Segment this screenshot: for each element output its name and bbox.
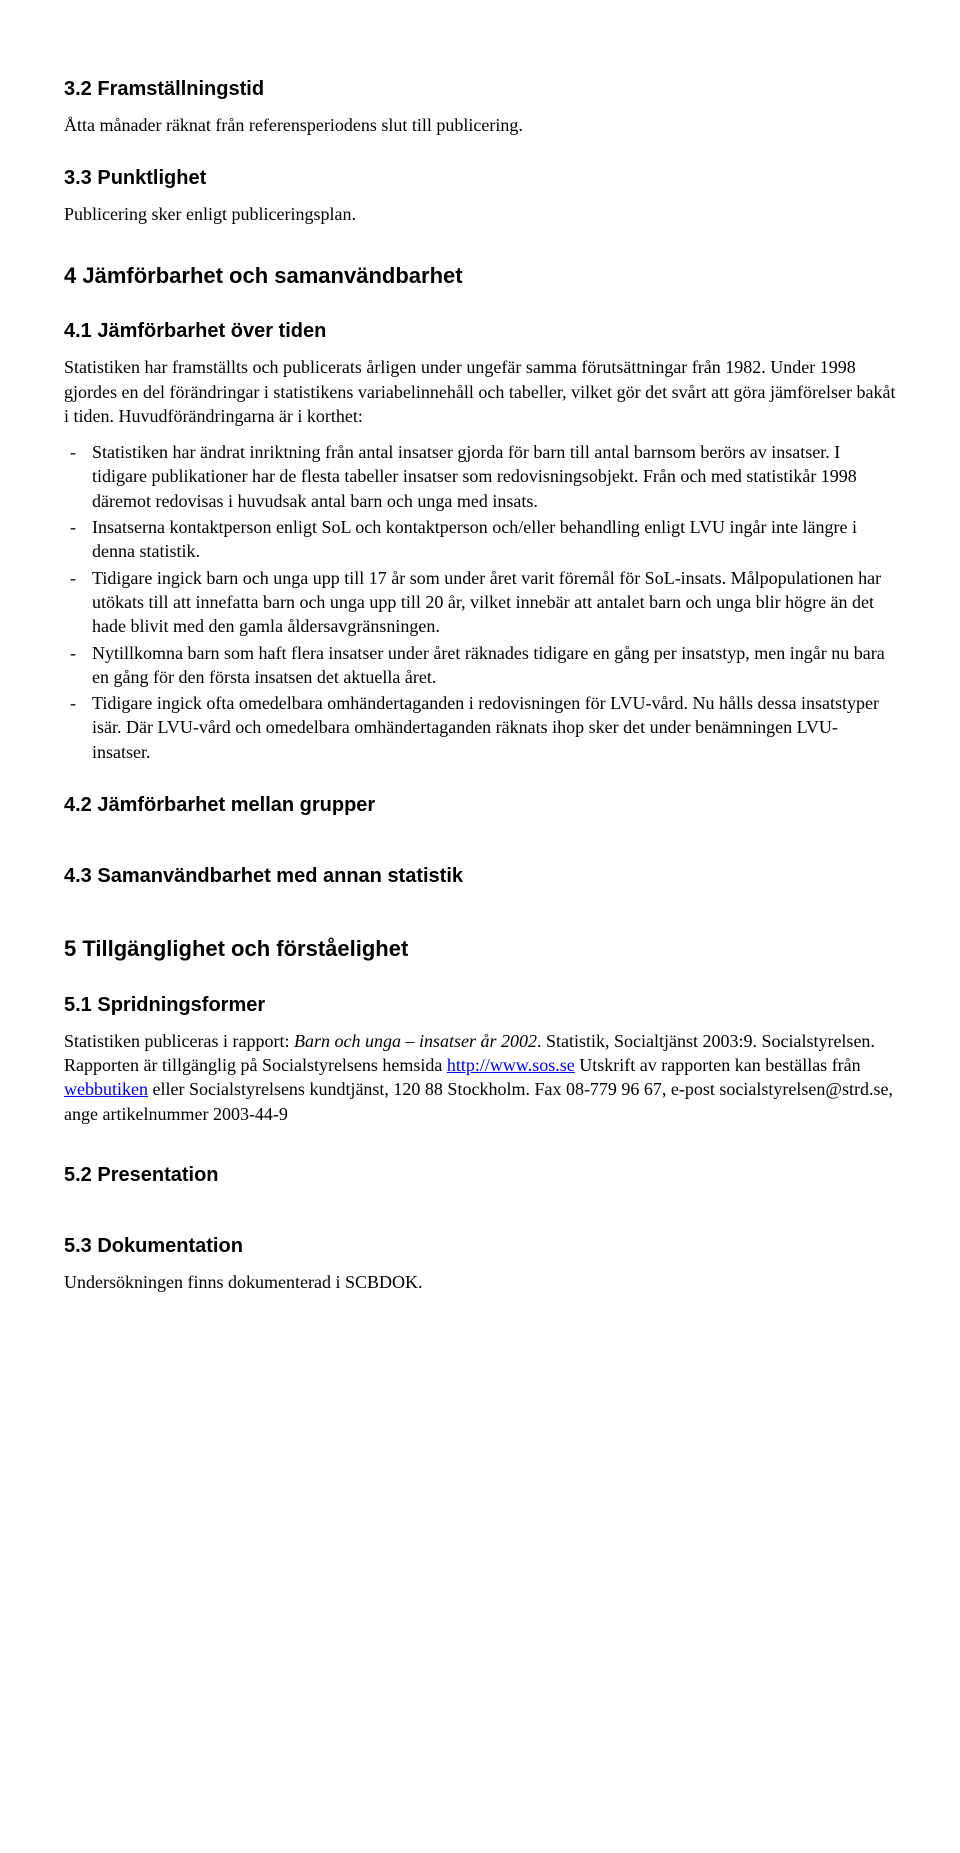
heading-5-3: 5.3 Dokumentation (64, 1233, 896, 1260)
body-3-3: Publicering sker enligt publiceringsplan… (64, 202, 896, 226)
link-webbutiken[interactable]: webbutiken (64, 1079, 148, 1099)
heading-4-2: 4.2 Jämförbarhet mellan grupper (64, 792, 896, 819)
heading-4: 4 Jämförbarhet och samanvändbarhet (64, 261, 896, 291)
text-run: eller Socialstyrelsens kundtjänst, 120 8… (64, 1079, 893, 1123)
list-item: Tidigare ingick ofta omedelbara omhänder… (64, 691, 896, 764)
body-4-1-intro: Statistiken har framställts och publicer… (64, 355, 896, 428)
heading-5: 5 Tillgänglighet och förståelighet (64, 934, 896, 964)
heading-5-2: 5.2 Presentation (64, 1162, 896, 1189)
list-4-1: Statistiken har ändrat inriktning från a… (64, 440, 896, 764)
body-5-1: Statistiken publiceras i rapport: Barn o… (64, 1029, 896, 1126)
text-run: Statistiken publiceras i rapport: (64, 1031, 294, 1051)
heading-5-1: 5.1 Spridningsformer (64, 992, 896, 1019)
body-3-2: Åtta månader räknat från referensperiode… (64, 113, 896, 137)
heading-3-2: 3.2 Framställningstid (64, 76, 896, 103)
text-run: Utskrift av rapporten kan beställas från (575, 1055, 861, 1075)
list-item: Statistiken har ändrat inriktning från a… (64, 440, 896, 513)
heading-4-1: 4.1 Jämförbarhet över tiden (64, 318, 896, 345)
list-item: Nytillkomna barn som haft flera insatser… (64, 641, 896, 690)
heading-4-3: 4.3 Samanvändbarhet med annan statistik (64, 863, 896, 890)
list-item: Tidigare ingick barn och unga upp till 1… (64, 566, 896, 639)
body-5-3: Undersökningen finns dokumenterad i SCBD… (64, 1270, 896, 1294)
list-item: Insatserna kontaktperson enligt SoL och … (64, 515, 896, 564)
link-sos[interactable]: http://www.sos.se (447, 1055, 575, 1075)
heading-3-3: 3.3 Punktlighet (64, 165, 896, 192)
report-title-italic: Barn och unga – insatser år 2002 (294, 1031, 537, 1051)
